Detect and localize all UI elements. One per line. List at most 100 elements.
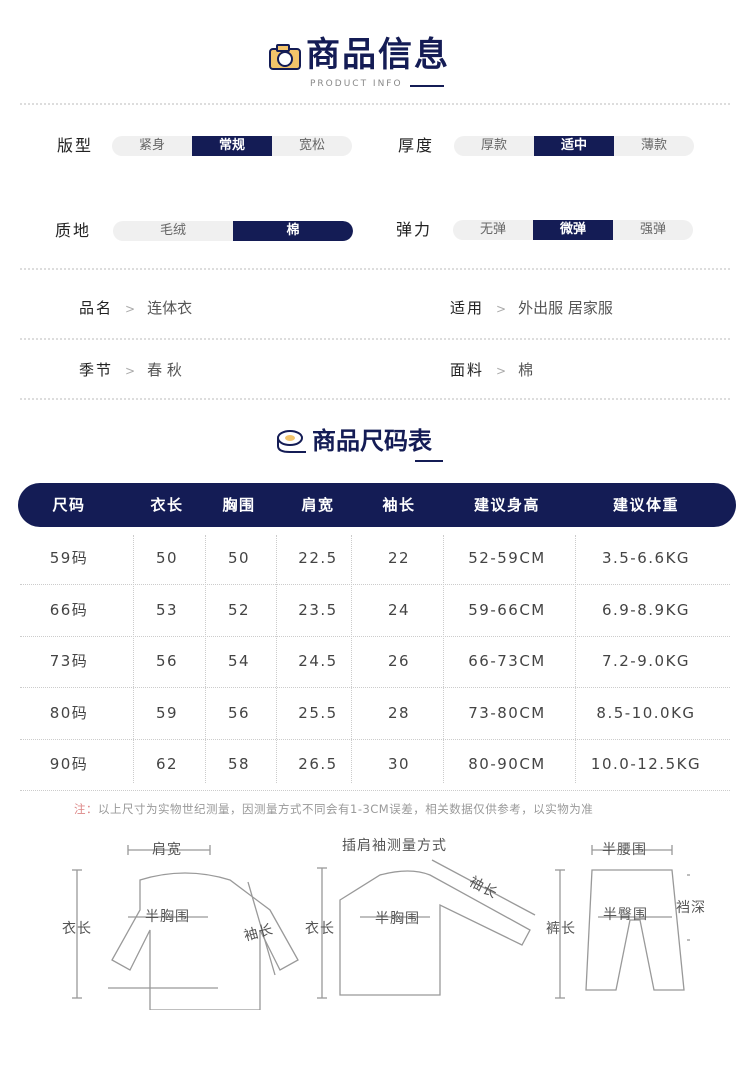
note-text: 以上尺寸为实物世纪测量，因测量方式不同会有1-3CM误差，相关数据仅供参考，以实… (98, 802, 594, 816)
column-header: 建议身高 (473, 496, 541, 514)
table-cell: 73-80CM (468, 703, 546, 722)
info-item: 面料 > 棉 (450, 360, 533, 381)
attr-option[interactable]: 棉 (233, 221, 353, 241)
attr-label: 厚度 (398, 136, 435, 155)
info-key: 面料 (450, 361, 485, 379)
divider (20, 398, 730, 400)
attr-option[interactable]: 厚款 (480, 138, 507, 153)
chevron-right-icon: > (125, 302, 136, 316)
column-header: 尺码 (52, 496, 86, 514)
table-cell: 26 (387, 652, 411, 670)
info-key: 适用 (450, 299, 485, 317)
size-table-title: 商品尺码表 (312, 427, 432, 455)
attr-option[interactable]: 无弹 (479, 222, 506, 237)
info-value: 连体衣 (147, 299, 193, 317)
table-cell: 26.5 (298, 755, 338, 773)
info-item: 季节 > 春 秋 (79, 360, 182, 381)
info-value: 春 秋 (147, 361, 182, 379)
column-header: 胸围 (222, 496, 256, 514)
table-cell: 50 (155, 549, 179, 567)
table-cell: 7.2-9.0KG (601, 652, 691, 670)
divider (20, 103, 730, 105)
attr-option[interactable]: 宽松 (298, 138, 325, 153)
table-cell: 22.5 (298, 549, 338, 567)
row-divider (20, 790, 730, 791)
table-cell: 8.5-10.0KG (596, 703, 696, 722)
info-key: 季节 (79, 361, 114, 379)
page-title: 商品信息 (306, 35, 450, 75)
column-header: 袖长 (382, 496, 416, 514)
attr-selector: 厚款 适中 薄款 (454, 136, 694, 156)
table-cell: 73码 (49, 652, 89, 670)
column-divider (575, 535, 576, 783)
attr-selector: 无弹 微弹 强弹 (453, 220, 693, 240)
divider (20, 268, 730, 270)
table-cell: 56 (227, 703, 251, 722)
measurement-diagrams (72, 845, 690, 1010)
table-cell: 22 (387, 549, 411, 567)
attr-option[interactable]: 毛绒 (159, 223, 186, 238)
attr-selector: 紧身 常规 宽松 (112, 136, 352, 156)
title-underline (415, 460, 443, 462)
table-cell: 24.5 (298, 652, 338, 670)
raglan-length: 衣长 (305, 921, 335, 937)
column-header: 衣长 (150, 496, 184, 514)
pants-waist: 半腰围 (602, 842, 647, 858)
attr-option[interactable]: 薄款 (640, 138, 667, 153)
attr-option[interactable]: 强弹 (639, 222, 666, 237)
table-cell: 66码 (49, 600, 89, 619)
pants-hip: 半臀围 (603, 907, 648, 923)
table-cell: 59码 (49, 549, 89, 567)
info-item: 品名 > 连体衣 (79, 298, 192, 319)
table-cell: 6.9-8.9KG (601, 600, 691, 619)
table-cell: 53 (155, 600, 179, 619)
table-cell: 30 (387, 755, 411, 773)
attr-option[interactable]: 紧身 (138, 138, 165, 153)
divider (20, 338, 730, 340)
table-cell: 58 (227, 755, 251, 773)
chevron-right-icon: > (125, 364, 136, 378)
table-cell: 50 (227, 549, 251, 567)
column-divider (205, 535, 206, 783)
table-cell: 90码 (49, 755, 89, 773)
page-subtitle: PRODUCT INFO (310, 79, 403, 89)
pants-length: 裤长 (546, 921, 576, 937)
table-cell: 59-66CM (468, 600, 546, 619)
info-item: 适用 > 外出服 居家服 (450, 298, 613, 319)
table-cell: 56 (155, 652, 179, 670)
table-cell: 52-59CM (468, 549, 546, 567)
table-cell: 54 (227, 652, 251, 670)
chevron-right-icon: > (496, 364, 507, 378)
row-divider (20, 584, 730, 585)
attr-selector: 毛绒 棉 (113, 221, 353, 241)
column-divider (133, 535, 134, 783)
table-cell: 28 (387, 703, 411, 722)
table-cell: 23.5 (298, 600, 338, 619)
label-length: 衣长 (62, 921, 92, 937)
attr-option[interactable]: 微弹 (533, 220, 613, 240)
raglan-chest: 半胸围 (375, 911, 420, 927)
column-divider (351, 535, 352, 783)
label-chest: 半胸围 (145, 909, 190, 925)
table-cell: 25.5 (298, 703, 338, 722)
attr-label: 弹力 (396, 220, 433, 239)
column-header: 肩宽 (301, 496, 335, 514)
chevron-right-icon: > (496, 302, 507, 316)
attr-label: 版型 (57, 136, 94, 155)
table-cell: 66-73CM (468, 652, 546, 670)
table-cell: 3.5-6.6KG (601, 549, 691, 567)
column-header: 建议体重 (612, 496, 680, 514)
pants-rise: 裆深 (676, 900, 706, 916)
measurement-note: 注：以上尺寸为实物世纪测量，因测量方式不同会有1-3CM误差，相关数据仅供参考，… (74, 802, 593, 816)
raglan-diagram (317, 859, 536, 999)
row-divider (20, 738, 730, 740)
row-divider (20, 635, 730, 637)
title-underline (410, 85, 444, 87)
sweatshirt-diagram (72, 845, 299, 1010)
attr-label: 质地 (55, 221, 92, 240)
raglan-title: 插肩袖测量方式 (342, 838, 447, 854)
table-cell: 59 (155, 703, 179, 722)
attr-option[interactable]: 适中 (534, 136, 614, 156)
attr-option[interactable]: 常规 (192, 136, 272, 156)
column-divider (276, 535, 277, 783)
